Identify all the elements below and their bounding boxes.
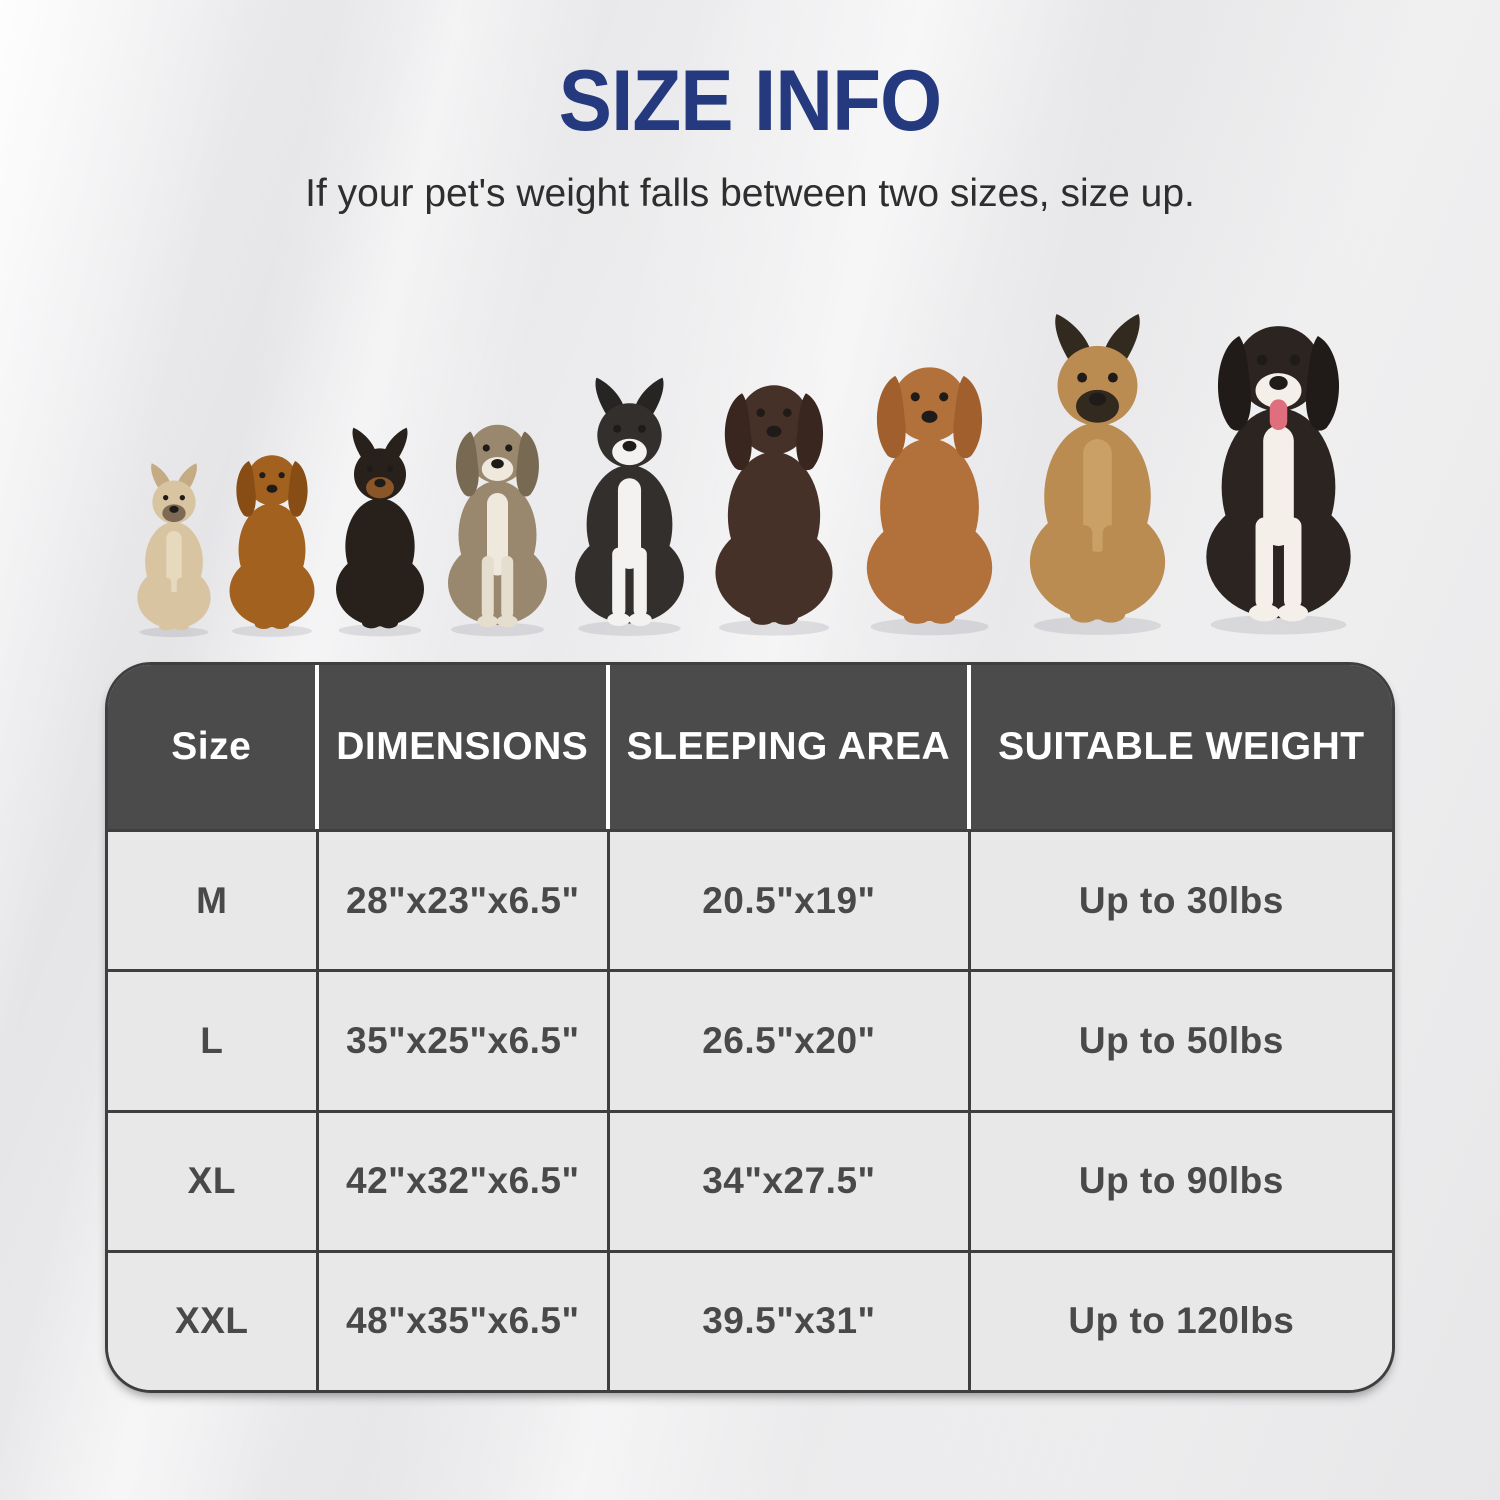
- header: SIZE INFO If your pet's weight falls bet…: [0, 0, 1500, 216]
- cell-xxl-dimensions: 48"x35"x6.5": [318, 1249, 611, 1390]
- cell-xxl-suitable-weight: Up to 120lbs: [970, 1249, 1392, 1390]
- cell-l-size: L: [108, 969, 319, 1110]
- cell-xxl-size: XXL: [108, 1249, 319, 1390]
- cell-xxl-sleeping-area: 39.5"x31": [610, 1249, 971, 1390]
- cell-m-suitable-weight: Up to 30lbs: [970, 829, 1392, 970]
- col-header-sleeping-area: SLEEPING AREA: [610, 665, 971, 829]
- cell-xl-suitable-weight: Up to 90lbs: [970, 1109, 1392, 1250]
- page-subtitle: If your pet's weight falls between two s…: [305, 172, 1195, 216]
- dog-german-shepherd: [1005, 312, 1190, 640]
- dog-cavalier-king-charles-spaniel: [214, 434, 330, 640]
- cell-l-suitable-weight: Up to 50lbs: [970, 969, 1392, 1110]
- cell-xl-size: XL: [108, 1109, 319, 1250]
- dog-miniature-pinscher: [320, 426, 440, 640]
- cell-l-sleeping-area: 26.5"x20": [610, 969, 971, 1110]
- dog-chocolate-labrador: [694, 356, 854, 640]
- dog-french-bulldog: [124, 462, 224, 640]
- dog-bernese-mountain-dog: [1180, 290, 1377, 640]
- dog-vizsla: [844, 336, 1015, 640]
- page-title: SIZE INFO: [558, 53, 943, 149]
- dog-border-collie: [555, 376, 704, 640]
- col-header-dimensions: DIMENSIONS: [318, 665, 611, 829]
- col-header-suitable-weight: SUITABLE WEIGHT: [970, 665, 1392, 829]
- col-header-size: Size: [108, 665, 319, 829]
- cell-l-dimensions: 35"x25"x6.5": [318, 969, 611, 1110]
- cell-m-size: M: [108, 829, 319, 970]
- dog-english-bulldog: [430, 400, 565, 640]
- cell-m-dimensions: 28"x23"x6.5": [318, 829, 611, 970]
- cell-xl-sleeping-area: 34"x27.5": [610, 1109, 971, 1250]
- cell-m-sleeping-area: 20.5"x19": [610, 829, 971, 970]
- dogs-row: [0, 266, 1500, 640]
- size-info-table: Size DIMENSIONS SLEEPING AREA SUITABLE W…: [105, 662, 1395, 1393]
- cell-xl-dimensions: 42"x32"x6.5": [318, 1109, 611, 1250]
